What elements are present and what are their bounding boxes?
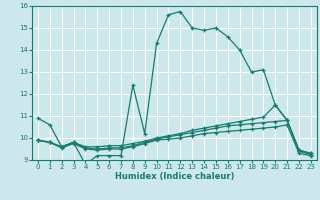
X-axis label: Humidex (Indice chaleur): Humidex (Indice chaleur) [115,172,234,181]
